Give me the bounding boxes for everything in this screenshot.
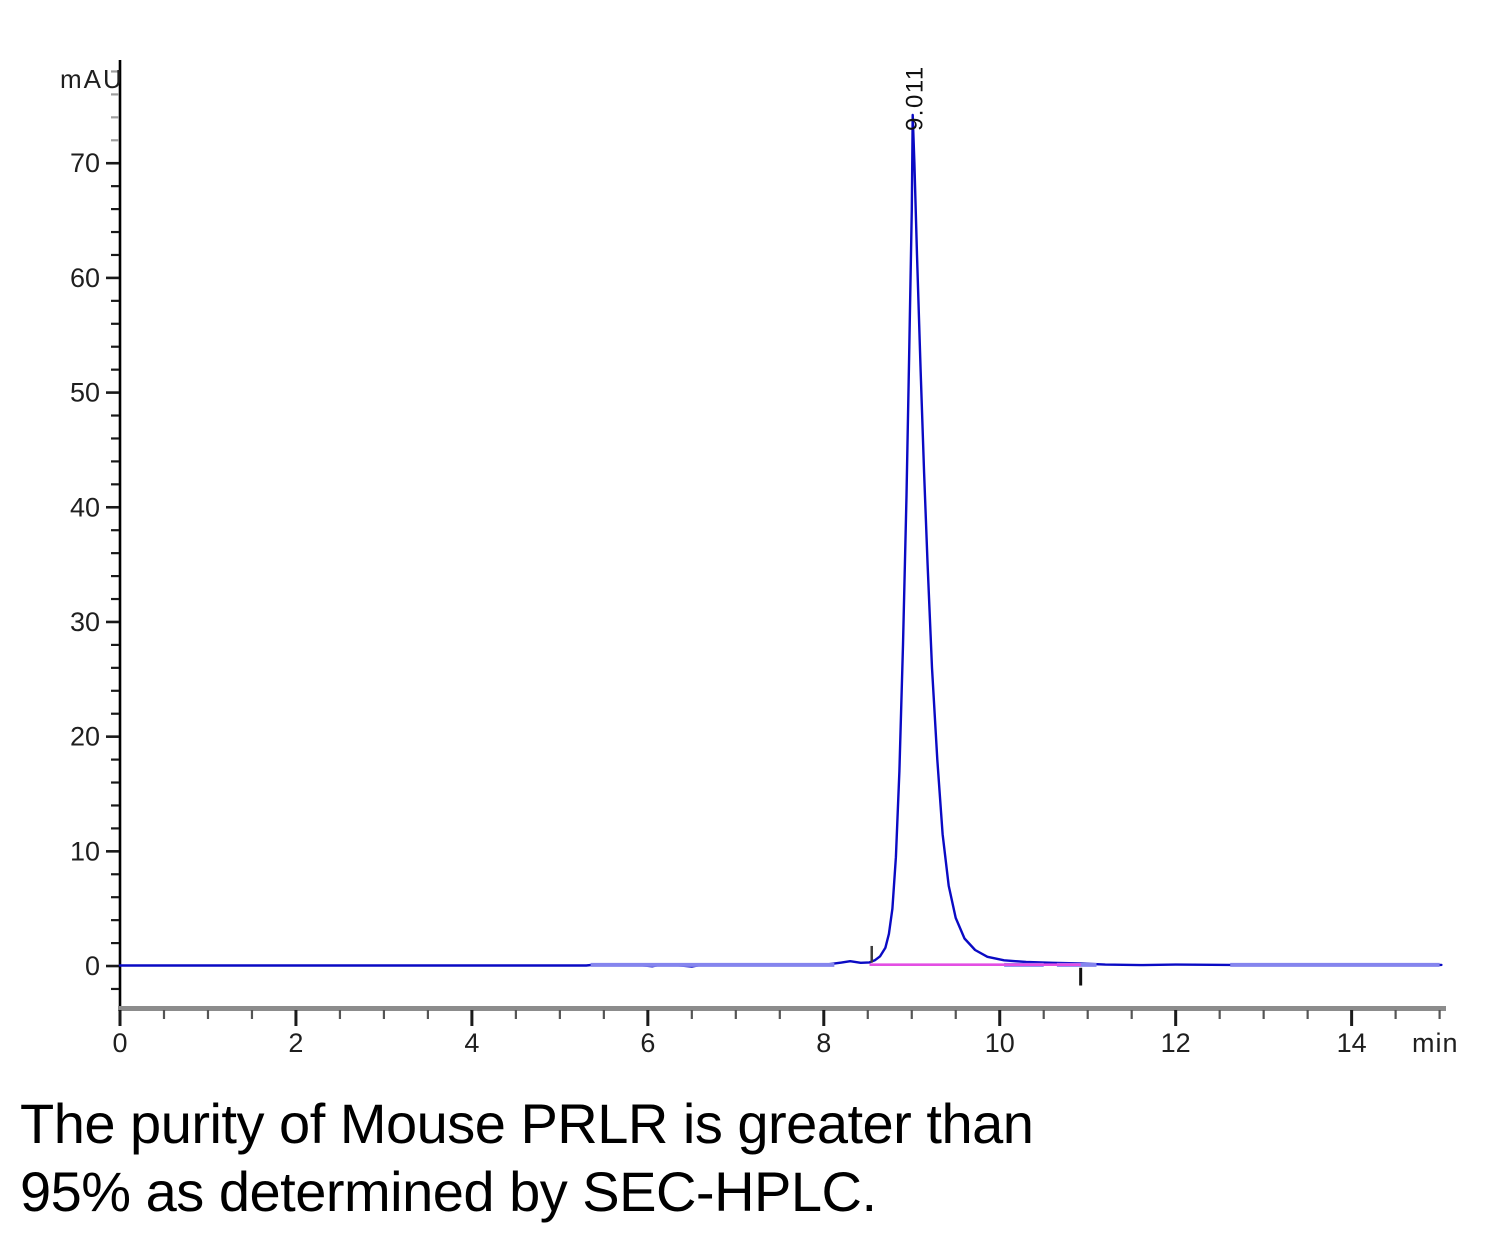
y-tick-label: 40	[70, 492, 100, 522]
y-tick-label: 60	[70, 263, 100, 293]
y-tick-label: 0	[85, 951, 100, 981]
x-tick-label: 10	[985, 1028, 1015, 1058]
chromatogram-svg: 0 10 20 30 40 50 60 70 mAU 0 2 4 6 8 10 12 14 min 9.011	[60, 60, 1459, 1058]
y-tick-label: 50	[70, 378, 100, 408]
x-tick-label: 14	[1337, 1028, 1367, 1058]
caption-line-2: 95% as determined by SEC-HPLC.	[20, 1160, 877, 1224]
x-tick-label: 2	[288, 1028, 303, 1058]
y-axis-title: mAU	[60, 64, 124, 94]
x-axis-title: min	[1412, 1028, 1459, 1058]
x-tick-label: 4	[464, 1028, 479, 1058]
y-tick-label: 70	[70, 148, 100, 178]
figure-caption: The purity of Mouse PRLR is greater than…	[20, 1090, 1034, 1227]
x-tick-label: 12	[1161, 1028, 1191, 1058]
x-tick-label: 0	[112, 1028, 127, 1058]
x-tick-label: 6	[640, 1028, 655, 1058]
chromatogram-trace	[118, 113, 1443, 968]
peak-retention-label: 9.011	[902, 65, 929, 131]
x-axis-band	[118, 1006, 1446, 1011]
x-tick-label: 8	[816, 1028, 831, 1058]
y-tick-label: 20	[70, 722, 100, 752]
y-tick-label: 10	[70, 836, 100, 866]
sec-hplc-chromatogram: 0 10 20 30 40 50 60 70 mAU 0 2 4 6 8 10 12 14 min 9.011	[60, 60, 1459, 1058]
caption-line-1: The purity of Mouse PRLR is greater than	[20, 1092, 1034, 1155]
y-tick-label: 30	[70, 607, 100, 637]
